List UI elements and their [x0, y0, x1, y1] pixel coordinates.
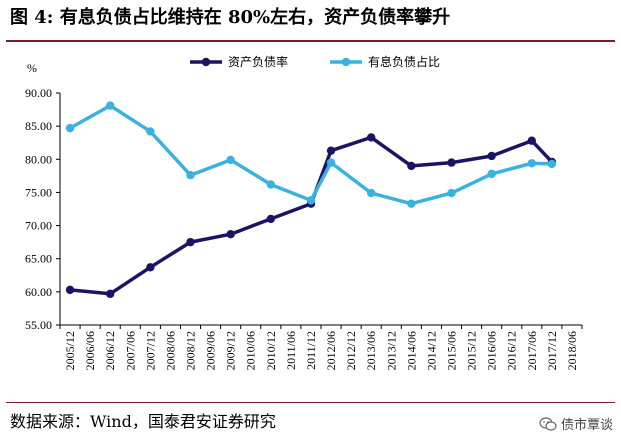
y-tick-label: 65.00 — [25, 252, 52, 266]
series-1-point — [105, 101, 115, 110]
legend-label-0: 资产负债率 — [228, 54, 288, 69]
series-1-point — [366, 188, 376, 198]
series-0-point — [487, 151, 496, 161]
series-1-point — [186, 170, 195, 180]
footer-divider — [6, 402, 615, 403]
series-1-point — [226, 155, 235, 165]
x-tick-label: 2010/12 — [264, 331, 278, 370]
series-0-point — [366, 133, 376, 142]
series-1-point — [65, 123, 75, 133]
y-tick-label: 55.00 — [25, 318, 52, 332]
x-tick-label: 2016/06 — [485, 331, 499, 370]
x-tick-label: 2011/06 — [284, 331, 298, 370]
series-layer — [65, 101, 557, 299]
series-line-0 — [69, 135, 554, 296]
series-1-point — [547, 159, 557, 169]
series-0-point — [226, 229, 235, 239]
x-tick-label: 2018/06 — [565, 331, 579, 370]
y-tick-label: 70.00 — [25, 219, 52, 233]
x-tick-label: 2015/12 — [465, 331, 479, 370]
x-tick-label: 2009/06 — [204, 331, 218, 370]
series-0-point — [527, 136, 537, 145]
series-1-point — [266, 180, 276, 189]
x-tick-label: 2005/12 — [63, 331, 77, 370]
legend-label-1: 有息负债占比 — [368, 54, 440, 69]
series-0-point — [447, 158, 456, 167]
x-tick-label: 2007/06 — [123, 331, 137, 370]
legend-marker-1 — [341, 57, 351, 67]
y-tick-label: 85.00 — [25, 119, 52, 133]
y-tick-label: 90.00 — [25, 86, 52, 100]
x-tick-label: 2014/12 — [424, 331, 438, 370]
figure-title: 图 4: 有息负债占比维持在 80%左右，资产负债率攀升 — [10, 7, 451, 28]
y-tick-label: 60.00 — [25, 285, 52, 299]
x-tick-label: 2010/06 — [244, 331, 258, 370]
y-tick-label: 75.00 — [25, 185, 52, 199]
series-0-point — [105, 289, 115, 299]
y-tick-label: 80.00 — [25, 152, 52, 166]
watermark-text: 债市覃谈 — [560, 418, 613, 433]
x-tick-label: 2014/06 — [404, 331, 418, 370]
x-tick-label: 2011/12 — [304, 331, 318, 370]
series-0-point — [326, 146, 336, 155]
source-note: 数据来源：Wind，国泰君安证券研究 — [10, 412, 276, 431]
series-1-point — [306, 196, 316, 205]
y-axis-label: % — [27, 61, 37, 75]
x-tick-label: 2008/12 — [184, 331, 198, 370]
axis-layer: 55.00 60.00 65.00 70.00 75.00 80.00 85.00 90.00… — [25, 61, 583, 370]
series-0-point — [266, 214, 276, 224]
x-tick-label: 2012/06 — [324, 331, 338, 370]
x-tick-label: 2009/12 — [224, 331, 238, 370]
x-tick-label: 2012/12 — [344, 331, 358, 370]
series-0-point — [407, 161, 416, 171]
wechat-icon — [539, 416, 557, 432]
x-tick-label: 2006/12 — [103, 331, 117, 370]
series-1-point — [527, 159, 537, 168]
series-1-point — [447, 188, 456, 198]
series-line-1 — [69, 103, 552, 206]
legend-marker-0 — [201, 57, 211, 67]
series-0-point — [65, 285, 75, 295]
x-tick-label: 2013/06 — [364, 331, 378, 370]
watermark: 债市覃谈 — [539, 414, 613, 433]
x-tick-label: 2006/06 — [83, 331, 97, 370]
x-tick-label: 2007/12 — [143, 331, 157, 370]
title-divider — [6, 40, 615, 42]
x-tick-label: 2008/06 — [163, 331, 177, 370]
series-1-point — [326, 158, 336, 167]
series-0-point — [146, 263, 155, 272]
x-tick-label: 2017/06 — [525, 331, 539, 370]
x-tick-label: 2017/12 — [545, 331, 559, 370]
series-0-point — [186, 237, 195, 247]
x-tick-label: 2015/06 — [445, 331, 459, 370]
x-tick-label: 2013/12 — [384, 331, 398, 370]
series-1-point — [487, 169, 496, 179]
series-1-point — [407, 199, 416, 208]
line-chart: 55.00 60.00 65.00 70.00 75.00 80.00 85.00 90.00… — [25, 54, 583, 370]
x-tick-label: 2016/12 — [505, 331, 519, 370]
legend: 资产负债率 有息负债占比 — [190, 54, 440, 69]
series-1-point — [146, 127, 155, 136]
